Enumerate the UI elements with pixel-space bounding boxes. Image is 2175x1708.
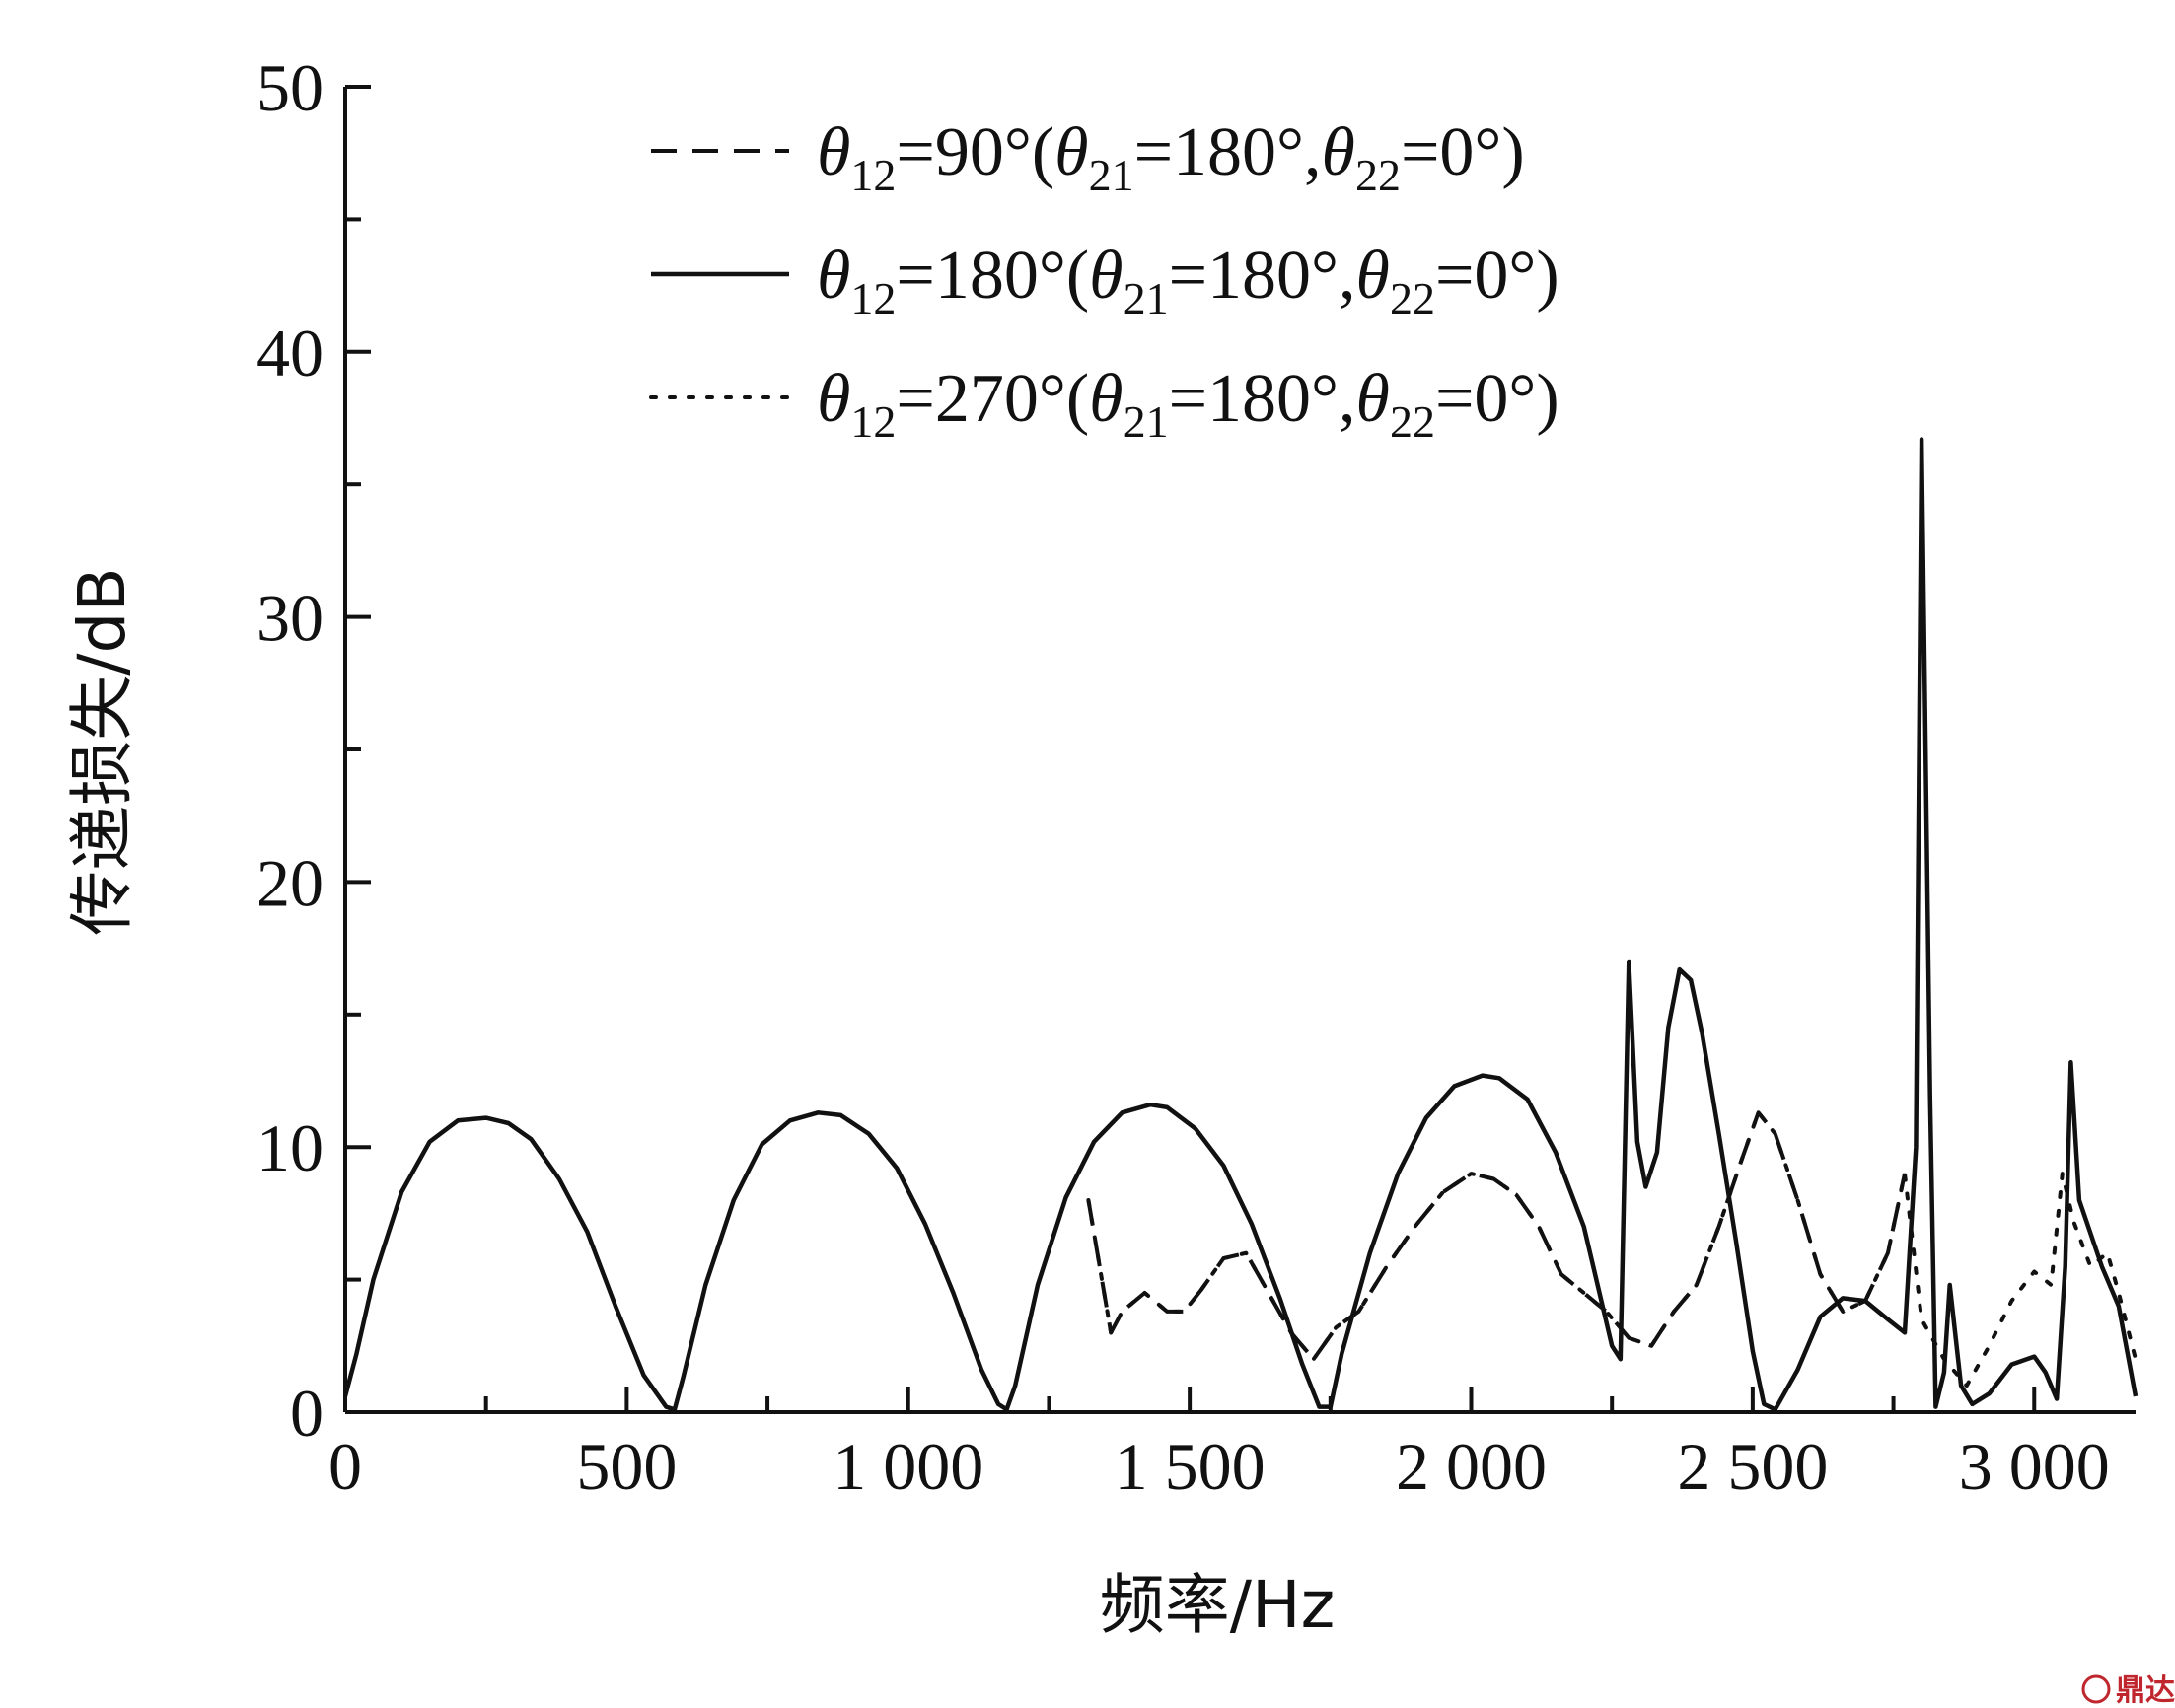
series-line-3 [1086, 1110, 2138, 1388]
legend-label-part: =180°( [896, 238, 1089, 314]
series-line-2 [342, 437, 2139, 1412]
x-tick-label: 2 000 [1396, 1429, 1547, 1504]
legend-label-part: θ [1054, 114, 1088, 190]
legend-label-part: =0°) [1435, 361, 1559, 437]
x-tick-label: 3 000 [1959, 1429, 2110, 1504]
legend-label-1: θ12=90°(θ21=180°,θ22=0°) [817, 114, 1525, 200]
legend-label-part: =0°) [1401, 114, 1525, 190]
y-tick-label: 40 [256, 316, 324, 391]
y-tick-label: 50 [256, 50, 324, 125]
legend-label-part: 22 [1390, 273, 1435, 323]
y-tick-label: 0 [290, 1376, 324, 1451]
series-group [342, 437, 2139, 1412]
legend: θ12=90°(θ21=180°,θ22=0°)θ12=180°(θ21=180… [649, 114, 1559, 447]
legend-label-part: θ [1322, 114, 1355, 190]
legend-label-part: θ [1089, 361, 1123, 437]
y-tick-label: 10 [256, 1110, 324, 1185]
legend-label-part: 21 [1089, 150, 1134, 200]
legend-label-part: 22 [1355, 150, 1401, 200]
legend-label-part: θ [817, 238, 850, 314]
legend-label-part: =0°) [1435, 238, 1559, 314]
x-tick-label: 0 [328, 1429, 362, 1504]
watermark: 鼎达信 [2081, 1673, 2175, 1708]
x-axis-title: 频率/Hz [1100, 1567, 1336, 1643]
legend-label-part: =180°, [1169, 361, 1356, 437]
watermark-logo-icon [2081, 1674, 2111, 1704]
x-tick-label: 2 500 [1677, 1429, 1828, 1504]
y-axis-title: 传递损失/dB [64, 567, 140, 935]
legend-label-part: 12 [850, 396, 896, 447]
legend-label-part: θ [817, 114, 850, 190]
legend-label-part: θ [1356, 361, 1390, 437]
x-tick-label: 1 500 [1115, 1429, 1266, 1504]
y-tick-label: 30 [256, 581, 324, 656]
legend-label-part: 22 [1390, 396, 1435, 447]
legend-label-part: θ [817, 361, 850, 437]
watermark-text: 鼎达信 [2116, 1673, 2175, 1708]
legend-label-part: 12 [850, 150, 896, 200]
y-tick-label: 20 [256, 845, 324, 920]
legend-label-part: 21 [1124, 396, 1169, 447]
legend-label-part: =180°, [1134, 114, 1322, 190]
legend-label-part: 21 [1124, 273, 1169, 323]
legend-label-part: =270°( [896, 361, 1089, 437]
legend-label-2: θ12=180°(θ21=180°,θ22=0°) [817, 238, 1559, 323]
legend-label-part: =180°, [1169, 238, 1356, 314]
legend-label-part: θ [1089, 238, 1123, 314]
legend-label-part: 12 [850, 273, 896, 323]
x-tick-label: 500 [576, 1429, 677, 1504]
legend-label-part: =90°( [896, 114, 1054, 190]
legend-label-3: θ12=270°(θ21=180°,θ22=0°) [817, 361, 1559, 447]
x-tick-label: 1 000 [833, 1429, 983, 1504]
legend-label-part: θ [1356, 238, 1390, 314]
